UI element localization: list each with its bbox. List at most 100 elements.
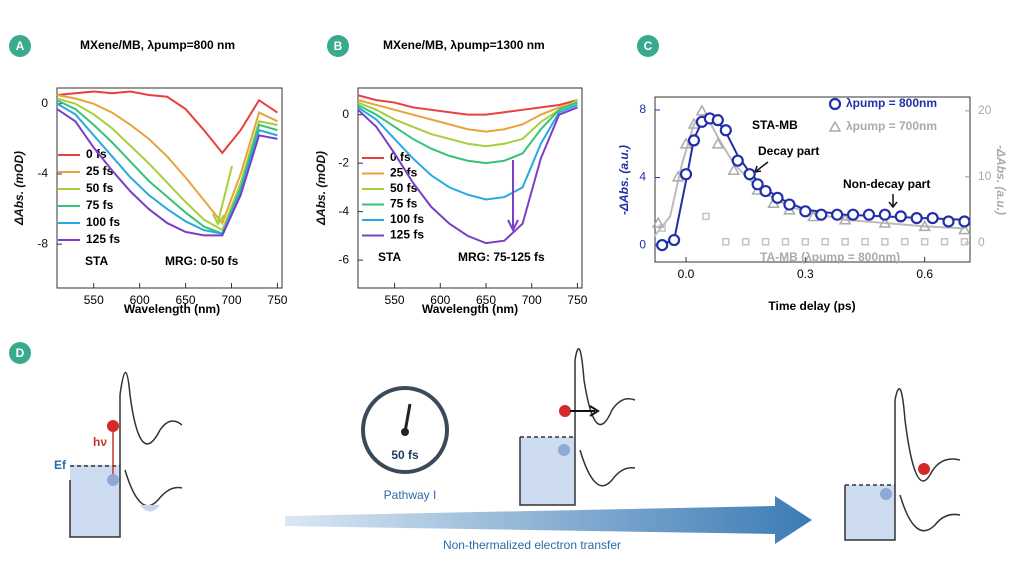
x-tick-label: 600 [430, 293, 450, 307]
data-point [771, 191, 784, 204]
fermi-label: Ef [54, 458, 67, 472]
y-axis-label: ΔAbs. (mOD) [314, 151, 328, 226]
y-tick-label: 8 [639, 102, 646, 116]
arrow-label: Non-thermalized electron transfer [443, 538, 621, 552]
y-tick-label: 0 [639, 237, 646, 251]
data-point [910, 211, 923, 225]
y-tick-label: 0 [41, 96, 48, 110]
series-line [357, 106, 578, 245]
data-point [861, 237, 869, 246]
data-point [687, 134, 701, 147]
legend-label: 25 fs [86, 164, 114, 178]
data-point [761, 237, 770, 246]
data-point [821, 237, 829, 246]
x-axis-label: Time delay (ps) [768, 299, 855, 313]
legend-label: 50 fs [390, 181, 418, 195]
series-line [56, 97, 278, 232]
data-point [759, 184, 772, 198]
chart-title: MXene/MB, λpump=1300 nm [383, 38, 545, 52]
annotation: STA [378, 250, 401, 264]
panel-label: C [644, 39, 653, 53]
trend-arrow [507, 160, 519, 233]
x-tick-label: 600 [130, 293, 150, 307]
plot-frame [56, 87, 283, 289]
annotation: MRG: 75-125 fs [458, 250, 545, 264]
data-point [878, 216, 892, 228]
data-point [960, 237, 969, 246]
series-line [56, 99, 278, 235]
legend-label: TA-MB (λpump = 800nm) [760, 250, 900, 264]
series-line [357, 94, 578, 116]
x-tick-label: 750 [267, 293, 287, 307]
legend-label: 25 fs [390, 166, 418, 180]
data-point [727, 163, 741, 176]
clock-label: 50 fs [391, 448, 419, 462]
y-tick-label: -4 [338, 204, 349, 218]
annotation: Decay part [758, 144, 819, 158]
y-tick-label: 4 [639, 170, 646, 184]
legend-label: 125 fs [86, 232, 120, 246]
data-point [783, 198, 796, 211]
series-line [56, 102, 278, 235]
legend-label: 50 fs [86, 181, 114, 195]
x-tick-label: 700 [522, 293, 542, 307]
series-line [56, 94, 278, 226]
legend-label: 75 fs [390, 197, 418, 211]
data-point [926, 211, 939, 225]
data-point [942, 215, 955, 228]
data-point [958, 223, 971, 235]
y2-tick-label: 10 [978, 169, 992, 183]
annotation: Non-decay part [843, 177, 930, 191]
data-point [695, 104, 709, 116]
legend-label: 125 fs [390, 228, 424, 242]
legend-marker [828, 97, 842, 111]
data-point [656, 239, 669, 252]
data-point [722, 237, 730, 246]
series-line [357, 99, 578, 133]
pointer [888, 194, 898, 209]
panel-d [9, 342, 961, 544]
data-point [651, 216, 665, 228]
data-point [799, 205, 812, 218]
hv-label: hν [93, 435, 107, 449]
trend-arrow [212, 165, 233, 226]
plot-frame [357, 87, 583, 289]
legend-label: λpump = 800nm [846, 96, 937, 110]
chart-title: MXene/MB, λpump=800 nm [80, 38, 235, 52]
panel-label: B [334, 39, 343, 53]
annotation: STA [85, 254, 108, 268]
data-point [719, 124, 732, 137]
legend-marker [828, 120, 842, 132]
x-tick-label: 0.0 [678, 267, 695, 281]
y-tick-label: 0 [342, 107, 349, 121]
y-axis-label: ΔAbs. (mOD) [12, 151, 26, 226]
data-point [940, 237, 949, 246]
data-point [901, 237, 909, 246]
x-tick-label: 550 [385, 293, 405, 307]
panel-label: D [16, 346, 25, 360]
data-point [862, 208, 876, 221]
series-line [56, 90, 278, 155]
y2-tick-label: 0 [978, 235, 985, 249]
series-line [357, 104, 578, 201]
data-point [667, 233, 681, 247]
data-point [781, 237, 790, 246]
legend-label: 75 fs [86, 198, 114, 212]
data-point [881, 237, 889, 246]
data-point [878, 208, 891, 221]
series-line [56, 108, 278, 237]
x-tick-label: 650 [476, 293, 496, 307]
pointer [754, 161, 769, 173]
legend-label: 100 fs [390, 212, 424, 226]
data-point [918, 219, 931, 232]
x-tick-label: 650 [176, 293, 196, 307]
data-point [731, 154, 744, 167]
x-tick-label: 0.6 [916, 267, 933, 281]
panel-badge [9, 35, 31, 57]
data-point [679, 137, 693, 149]
y2-axis-label: -ΔAbs. (a.u.) [994, 145, 1008, 215]
y-tick-label: -4 [37, 166, 48, 180]
series-line [357, 99, 578, 148]
data-point [702, 212, 710, 221]
